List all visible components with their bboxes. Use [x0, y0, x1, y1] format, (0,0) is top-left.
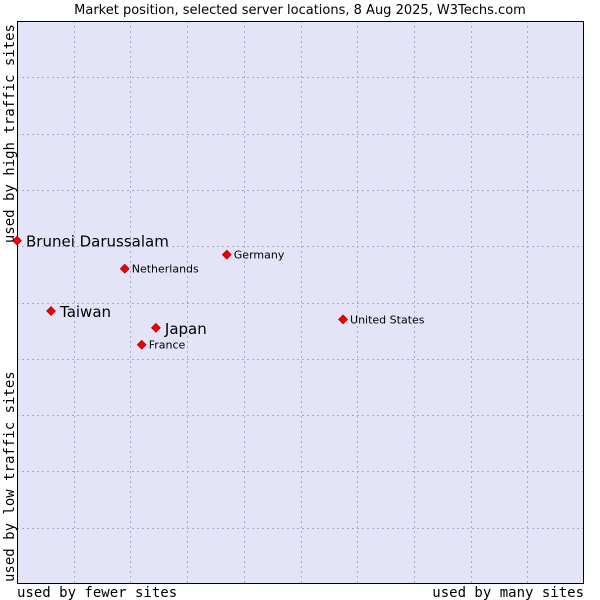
- point-label: Netherlands: [132, 263, 199, 276]
- data-point-france: France: [136, 339, 186, 352]
- chart-title: Market position, selected server locatio…: [74, 3, 526, 18]
- data-point-germany: Germany: [221, 249, 285, 262]
- plot-area: [17, 21, 584, 584]
- point-marker: [119, 263, 130, 274]
- point-label: France: [149, 339, 186, 352]
- data-points: Brunei Darussalam Germany Netherlands Taiwa…: [12, 233, 425, 352]
- x-axis-label-left: used by fewer sites: [17, 585, 177, 600]
- grid-lines: [17, 21, 584, 584]
- point-marker: [12, 235, 22, 246]
- data-point-japan: Japan: [150, 320, 207, 338]
- y-axis-label-top: used by high traffic sites: [2, 24, 18, 243]
- point-label: Japan: [164, 320, 207, 338]
- point-marker: [46, 306, 56, 316]
- data-point-brunei-darussalam: Brunei Darussalam: [12, 233, 169, 251]
- point-marker: [136, 339, 147, 350]
- point-label: Brunei Darussalam: [26, 233, 169, 251]
- plot-frame: [17, 21, 584, 584]
- point-marker: [338, 314, 348, 325]
- data-point-netherlands: Netherlands: [119, 263, 199, 276]
- point-marker: [150, 322, 161, 333]
- x-axis-label-right: used by many sites: [432, 585, 584, 600]
- point-marker: [221, 249, 232, 260]
- data-point-taiwan: Taiwan: [46, 303, 111, 321]
- point-label: United States: [350, 313, 425, 326]
- y-axis-label-bottom: used by low traffic sites: [2, 371, 18, 582]
- data-point-united-states: United States: [338, 313, 425, 326]
- point-label: Germany: [234, 249, 285, 262]
- point-label: Taiwan: [59, 303, 111, 321]
